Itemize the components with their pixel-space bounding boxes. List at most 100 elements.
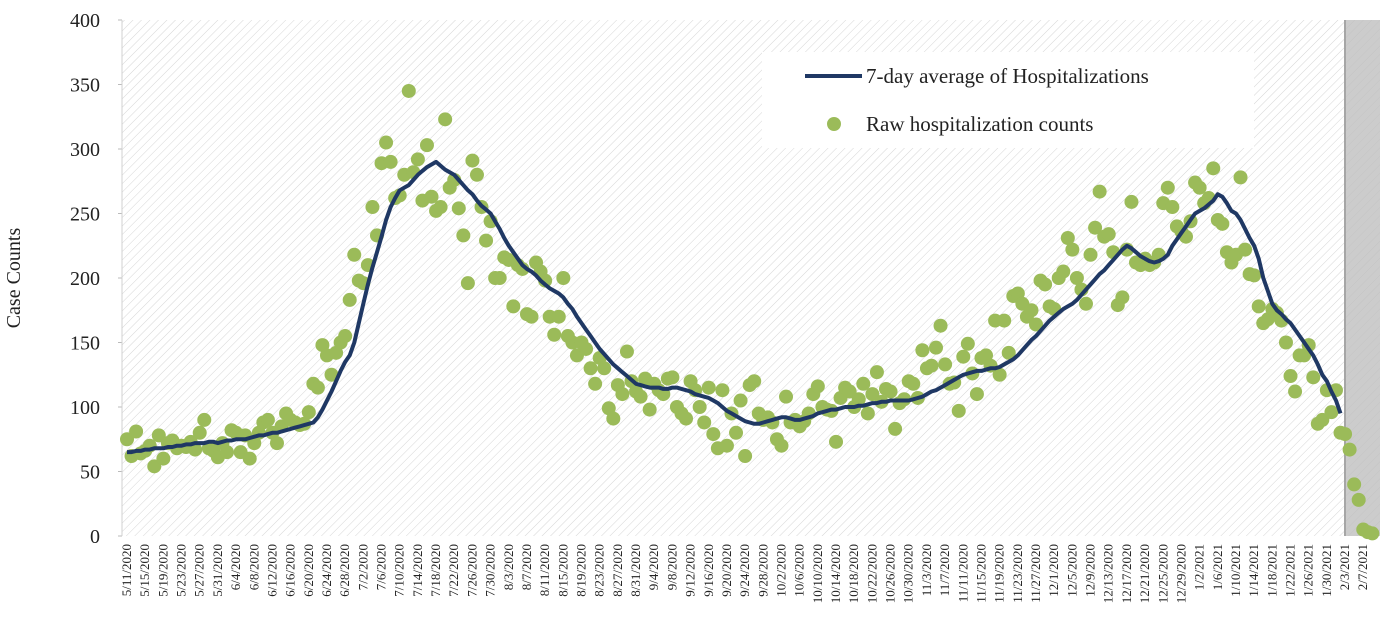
- legend-box: [762, 52, 1254, 148]
- raw-point: [615, 387, 630, 402]
- raw-point: [933, 318, 948, 333]
- x-tick-label: 10/22/2020: [864, 544, 879, 603]
- x-tick-label: 7/2/2020: [355, 544, 370, 590]
- x-tick-label: 8/3/2020: [501, 544, 516, 590]
- raw-point: [469, 167, 484, 182]
- raw-point: [810, 379, 825, 394]
- raw-point: [379, 135, 394, 150]
- x-tick-label: 10/14/2020: [828, 544, 843, 603]
- raw-point: [147, 459, 162, 474]
- y-tick-label: 350: [70, 75, 100, 97]
- raw-point: [997, 313, 1012, 328]
- x-tick-label: 6/8/2020: [246, 544, 261, 590]
- x-tick-label: 11/23/2020: [1010, 544, 1025, 603]
- raw-point: [410, 152, 425, 167]
- x-tick-label: 10/30/2020: [901, 544, 916, 603]
- raw-point: [301, 405, 316, 420]
- raw-point: [951, 403, 966, 418]
- raw-point: [1115, 290, 1130, 305]
- raw-point: [1215, 216, 1230, 231]
- x-tick-label: 7/22/2020: [446, 544, 461, 597]
- x-tick-label: 7/6/2020: [374, 544, 389, 590]
- raw-point: [1338, 427, 1353, 442]
- raw-point: [347, 247, 362, 262]
- x-tick-label: 5/11/2020: [119, 544, 134, 596]
- x-tick-label: 8/11/2020: [537, 544, 552, 596]
- raw-point: [1315, 412, 1330, 427]
- x-tick-label: 9/4/2020: [646, 544, 661, 590]
- raw-point: [1101, 227, 1116, 242]
- raw-point: [506, 299, 521, 314]
- x-tick-label: 5/23/2020: [174, 544, 189, 597]
- x-tick-label: 8/27/2020: [610, 544, 625, 597]
- x-tick-label: 2/3/2021: [1337, 544, 1352, 590]
- raw-point: [1238, 242, 1253, 257]
- raw-point: [192, 425, 207, 440]
- raw-point: [888, 421, 903, 436]
- raw-point: [451, 201, 466, 216]
- x-tick-label: 1/14/2021: [1246, 544, 1261, 597]
- raw-point: [924, 358, 939, 373]
- y-tick-label: 150: [70, 333, 100, 355]
- y-tick-label: 300: [70, 139, 100, 161]
- raw-point: [856, 376, 871, 391]
- raw-point: [465, 153, 480, 168]
- x-tick-label: 5/27/2020: [192, 544, 207, 597]
- raw-point: [915, 343, 930, 358]
- raw-point: [1069, 271, 1084, 285]
- raw-point: [479, 233, 494, 248]
- x-tick-label: 5/19/2020: [155, 544, 170, 597]
- raw-point: [960, 336, 975, 351]
- x-tick-label: 11/3/2020: [919, 544, 934, 596]
- raw-point: [642, 402, 657, 417]
- raw-point: [1283, 369, 1298, 384]
- raw-point: [1160, 180, 1175, 195]
- raw-point: [606, 411, 621, 426]
- raw-point: [929, 340, 944, 355]
- raw-point: [1233, 170, 1248, 185]
- x-tick-label: 12/21/2020: [1137, 544, 1152, 603]
- x-tick-label: 8/31/2020: [628, 544, 643, 597]
- raw-point: [1092, 184, 1107, 199]
- raw-point: [1288, 384, 1303, 399]
- raw-point: [324, 367, 339, 382]
- raw-point: [729, 425, 744, 440]
- legend-label: 7-day average of Hospitalizations: [866, 64, 1149, 88]
- x-tick-label: 7/18/2020: [428, 544, 443, 597]
- x-tick-label: 11/15/2020: [973, 544, 988, 603]
- raw-point: [692, 400, 707, 414]
- x-tick-label: 12/13/2020: [1101, 544, 1116, 603]
- raw-point: [383, 154, 398, 169]
- raw-point: [1206, 161, 1221, 176]
- y-axis: 0 50 100 150 200 250 300 350 400: [70, 10, 123, 548]
- x-tick-label: 6/12/2020: [264, 544, 279, 597]
- x-tick-label: 7/30/2020: [483, 544, 498, 597]
- y-tick-label: 400: [70, 10, 100, 32]
- raw-point: [588, 376, 603, 391]
- raw-point: [1278, 335, 1293, 350]
- x-tick-label: 10/6/2020: [792, 544, 807, 597]
- x-tick-label: 12/29/2020: [1173, 544, 1188, 603]
- raw-point: [1306, 370, 1321, 385]
- y-tick-label: 100: [70, 397, 100, 419]
- raw-point: [1024, 303, 1039, 318]
- x-tick-label: 9/16/2020: [701, 544, 716, 597]
- x-tick-label: 8/19/2020: [574, 544, 589, 597]
- raw-point: [583, 361, 598, 376]
- x-tick-label: 8/7/2020: [519, 544, 534, 590]
- x-tick-label: 1/6/2021: [1210, 544, 1225, 590]
- legend: 7-day average of Hospitalizations Raw hos…: [762, 52, 1254, 148]
- x-tick-label: 11/7/2020: [937, 544, 952, 596]
- y-tick-label: 200: [70, 268, 100, 290]
- raw-point: [1192, 180, 1207, 195]
- y-tick-label: 250: [70, 204, 100, 226]
- raw-point: [242, 451, 257, 466]
- raw-point: [665, 370, 680, 385]
- x-axis: 5/11/2020 5/15/2020 5/19/2020 5/23/2020 5/27…: [119, 544, 1370, 603]
- x-tick-label: 6/28/2020: [337, 544, 352, 597]
- x-tick-label: 12/25/2020: [1155, 544, 1170, 603]
- x-tick-label: 9/28/2020: [755, 544, 770, 597]
- raw-point: [460, 276, 475, 291]
- x-tick-label: 12/5/2020: [1064, 544, 1079, 597]
- y-axis-title: Case Counts: [3, 228, 25, 329]
